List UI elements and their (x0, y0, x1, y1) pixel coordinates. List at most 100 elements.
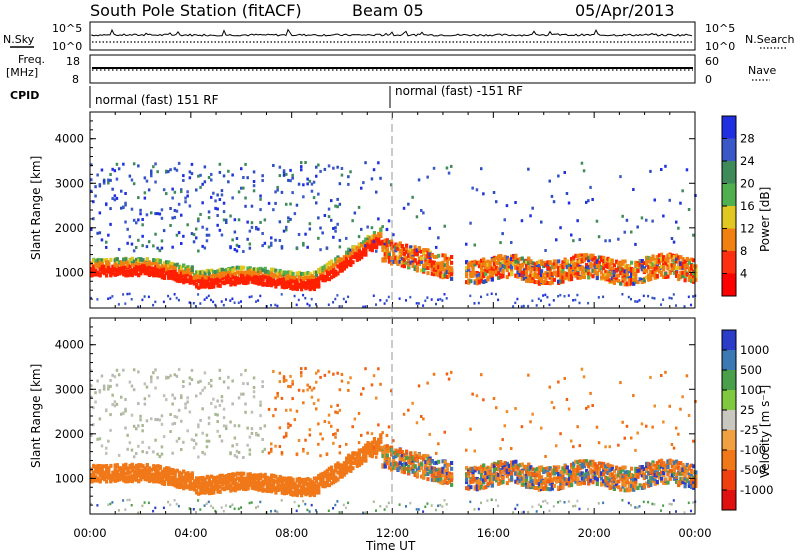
power-cell (210, 195, 213, 199)
power-cell (137, 218, 140, 222)
power-cell (595, 219, 599, 223)
power-cell (180, 242, 183, 245)
power-cell (366, 225, 369, 229)
velocity-cell (214, 480, 218, 484)
power-cell (490, 258, 494, 263)
velocity-cell (141, 450, 144, 454)
power-cell (267, 245, 271, 249)
power-cell (285, 225, 288, 229)
power-cell (312, 280, 316, 285)
velocity-cell (289, 408, 292, 412)
velocity-cell (124, 475, 128, 480)
power-cell (563, 271, 567, 276)
power-cell (510, 265, 514, 270)
velocity-cell (143, 471, 147, 476)
velocity-cell (195, 490, 199, 495)
velocity-cell (368, 446, 372, 451)
power-cell (443, 268, 447, 273)
velocity-cell (195, 511, 197, 514)
power-cell (503, 261, 507, 265)
power-cell (557, 266, 561, 270)
power-cell (293, 212, 297, 216)
power-cell (402, 247, 406, 252)
velocity-cell (379, 446, 383, 451)
power-cell (205, 279, 209, 284)
velocity-cell (355, 451, 359, 456)
power-cell (276, 274, 280, 279)
power-cell (574, 253, 578, 258)
power-cell (302, 276, 306, 281)
power-cell (392, 252, 396, 257)
power-cell (109, 178, 112, 182)
power-cell (574, 298, 577, 302)
power-cell (197, 219, 200, 223)
velocity-cell (94, 400, 97, 404)
velocity-cell (347, 466, 351, 471)
power-cell (169, 272, 173, 277)
power-cell (158, 259, 162, 264)
power-cell (683, 305, 686, 308)
power-cell (381, 244, 385, 249)
power-cell (345, 300, 347, 304)
power-cell (308, 279, 312, 284)
power-cell (362, 240, 366, 245)
power-cell (542, 294, 545, 297)
velocity-cell (126, 433, 129, 437)
power-cell (527, 274, 531, 279)
power-cell (255, 274, 259, 279)
power-cell (372, 231, 376, 235)
power-cell (527, 256, 531, 261)
power-cell (649, 277, 653, 281)
power-cell (109, 257, 113, 262)
power-cell (432, 264, 436, 269)
power-cell (529, 259, 533, 264)
power-cell (192, 281, 196, 286)
power-cell (360, 186, 363, 190)
power-cell (477, 263, 481, 268)
power-cell (120, 268, 124, 273)
power-cell (220, 280, 224, 285)
velocity-cell (167, 376, 170, 380)
power-cell (525, 275, 529, 280)
power-cell (585, 200, 588, 204)
velocity-cell (248, 435, 252, 439)
power-cell (152, 244, 155, 248)
velocity-cell (124, 471, 128, 476)
power-cell (415, 248, 419, 253)
power-cell (482, 192, 485, 196)
velocity-cell (117, 509, 120, 512)
power-cell (477, 260, 481, 265)
power-cell (315, 303, 317, 306)
power-cell (150, 171, 153, 175)
power-cell (666, 259, 670, 264)
velocity-cell (353, 417, 357, 421)
power-cell (501, 232, 504, 236)
power-cell (430, 260, 434, 265)
power-cell (441, 273, 445, 278)
power-cell (248, 267, 252, 271)
power-cell (338, 305, 341, 308)
velocity-cell (246, 443, 249, 447)
power-cell (675, 220, 678, 224)
power-cell (263, 269, 267, 274)
power-cell (186, 279, 190, 284)
power-cell (332, 263, 336, 268)
power-cell (280, 245, 284, 249)
power-cell (210, 274, 214, 279)
velocity-cell (372, 437, 376, 441)
power-cell (117, 303, 120, 306)
power-cell (141, 223, 144, 227)
power-cell (186, 223, 189, 227)
power-cell (173, 275, 177, 280)
power-cell (525, 272, 529, 277)
power-cell (435, 272, 439, 276)
power-cell (94, 268, 98, 273)
velocity-cell (154, 475, 158, 480)
power-cell (282, 277, 286, 282)
velocity-cell (98, 390, 102, 394)
power-cell (546, 295, 549, 299)
velocity-cell (169, 475, 173, 480)
power-cell (544, 293, 547, 297)
velocity-cell (255, 506, 257, 509)
velocity-cell (383, 508, 386, 511)
